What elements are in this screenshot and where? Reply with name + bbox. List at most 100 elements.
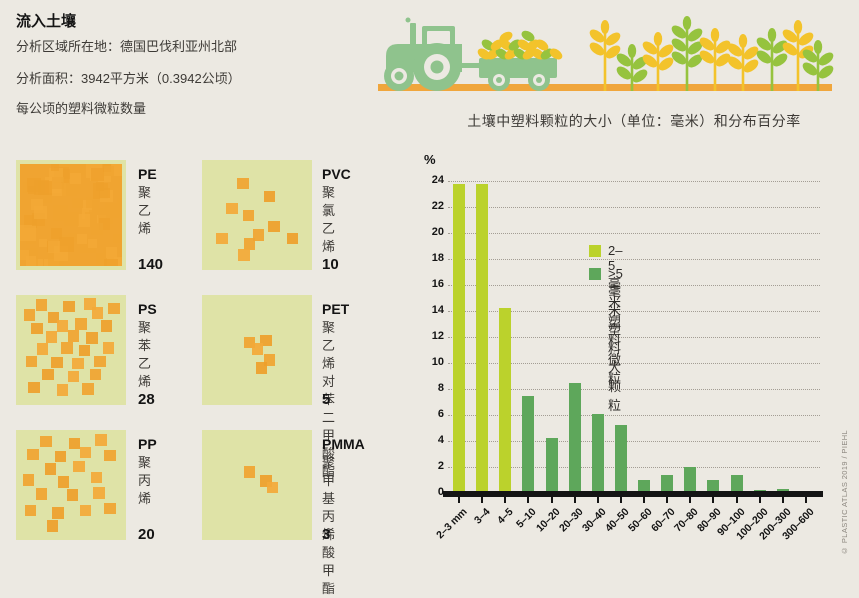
particle <box>27 448 39 461</box>
chart-title: 土壤中塑料颗粒的大小（单位：毫米）和分布百分率 <box>467 113 801 129</box>
bar-50-60 <box>638 480 651 493</box>
page-title: 流入土壤 <box>16 13 77 30</box>
axis-tick <box>550 497 553 503</box>
polymer-code: PS <box>138 301 157 317</box>
polymer-code: PMMA <box>322 436 365 452</box>
particle <box>73 460 85 473</box>
polymer-code: PET <box>322 301 350 317</box>
axis-tick <box>527 497 530 503</box>
particle <box>243 466 256 478</box>
y-axis-label: 8 <box>437 382 444 394</box>
particle <box>68 437 81 450</box>
credit-line: © PLASTIC ATLAS 2019 / PIEHL <box>840 429 849 555</box>
particle <box>216 232 228 245</box>
bar-10-20 <box>545 438 558 493</box>
particle <box>75 318 87 330</box>
particle <box>108 302 120 315</box>
wheat-plant-icon <box>589 20 621 91</box>
polymer-swatch-pet <box>202 295 312 405</box>
y-gridline <box>448 233 820 234</box>
axis-tick <box>804 497 807 503</box>
particle <box>67 370 80 383</box>
y-gridline <box>448 259 820 260</box>
y-axis-label: 12 <box>431 330 444 342</box>
particle <box>255 362 268 374</box>
axis-tick <box>458 497 460 503</box>
particle <box>268 220 280 233</box>
polymer-code: PVC <box>322 166 351 182</box>
percent-axis-label: % <box>424 152 436 167</box>
particle <box>243 238 256 250</box>
infographic-root: 流入土壤 分析区域所在地：德国巴伐利亚州北部 分析面积：3942平方米（0.39… <box>16 13 849 596</box>
particle <box>263 354 276 366</box>
axis-tick <box>735 497 738 503</box>
polymer-count: 3 <box>322 526 331 543</box>
particle <box>25 355 38 368</box>
particle <box>42 368 54 381</box>
y-gridline <box>448 181 820 182</box>
axis-tick <box>573 497 576 503</box>
wheat-plant-icon <box>699 28 731 91</box>
y-gridline <box>448 337 820 338</box>
polymer-swatch-pmma <box>202 430 312 540</box>
bar-5-10 <box>522 395 535 493</box>
polymer-name: 聚丙烯 <box>138 455 152 506</box>
y-gridline <box>448 389 820 390</box>
bar-20-30 <box>568 382 581 493</box>
axis-tick <box>712 497 715 503</box>
y-gridline <box>448 207 820 208</box>
particle <box>237 177 249 190</box>
particle <box>94 355 106 368</box>
particle <box>31 322 43 335</box>
bar-30-40 <box>591 413 604 493</box>
legend-swatch-macroplastic <box>589 268 601 280</box>
particle <box>90 471 103 484</box>
particle <box>54 450 67 463</box>
particle <box>79 446 92 459</box>
particle <box>72 357 84 370</box>
y-axis-label: 0 <box>437 486 444 498</box>
particle <box>243 336 256 349</box>
particle <box>35 488 48 500</box>
header-area-line: 分析面积：3942平方米（0.3942公顷） <box>16 71 241 86</box>
polymer-code: PP <box>138 436 157 452</box>
y-axis-label: 16 <box>431 278 444 290</box>
particle <box>238 249 250 261</box>
y-gridline <box>448 441 820 442</box>
y-axis-label: 2 <box>437 460 444 472</box>
particle <box>86 332 98 344</box>
particle <box>61 342 73 354</box>
particle <box>95 434 107 446</box>
particle <box>93 487 105 499</box>
particle <box>82 383 94 395</box>
y-gridline <box>448 467 820 468</box>
polymer-count: 140 <box>138 256 164 273</box>
particle <box>79 504 92 517</box>
y-gridline <box>448 415 820 416</box>
polymer-count: 10 <box>322 256 339 273</box>
particle <box>104 502 116 515</box>
header-region-line: 分析区域所在地：德国巴伐利亚州北部 <box>16 39 238 54</box>
polymer-swatch-pvc <box>202 160 312 270</box>
particle <box>91 307 104 319</box>
axis-tick <box>781 497 784 503</box>
y-axis-label: 18 <box>431 252 444 264</box>
particle <box>52 507 64 519</box>
axis-tick <box>619 497 622 503</box>
legend-label: 2–5 毫米塑料微粒 <box>608 243 623 386</box>
tractor-icon <box>384 17 563 91</box>
particle <box>104 449 116 462</box>
polymer-swatch-pp <box>16 430 126 540</box>
particle <box>100 320 113 332</box>
axis-tick <box>596 497 599 503</box>
particle <box>89 368 102 381</box>
polymer-name: 聚氯乙烯 <box>322 185 336 254</box>
legend-label: >5 毫米塑料大颗粒 <box>608 266 623 413</box>
particle <box>226 202 238 215</box>
axis-tick <box>504 497 507 503</box>
y-axis-label: 14 <box>431 304 444 316</box>
particle <box>242 209 255 222</box>
polymer-count: 20 <box>138 526 155 543</box>
particle <box>45 331 58 343</box>
y-axis-label: 24 <box>431 174 444 186</box>
